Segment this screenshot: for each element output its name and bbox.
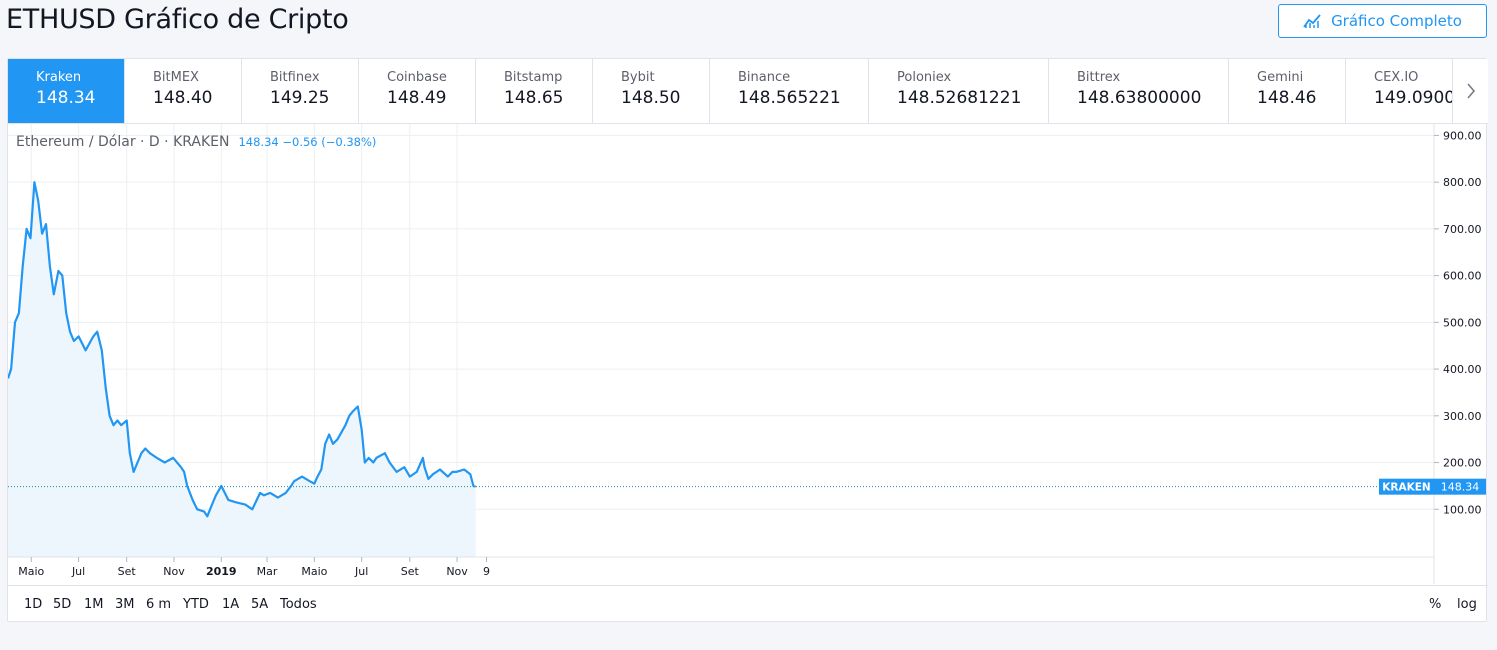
range-button-1m[interactable]: 1M	[84, 597, 104, 612]
range-button-1a[interactable]: 1A	[222, 597, 240, 612]
x-tick-label: Set	[118, 565, 137, 578]
exchange-name: Bitstamp	[504, 70, 563, 85]
y-tick-label: 800.00	[1443, 176, 1482, 189]
x-tick-label: Maio	[301, 565, 327, 578]
percent-scale-button[interactable]: %	[1429, 597, 1442, 612]
x-tick-label: 2019	[206, 565, 237, 578]
scroll-right-button[interactable]	[1452, 59, 1488, 123]
exchange-price: 148.65	[504, 88, 564, 108]
exchange-tab-bybit[interactable]: Bybit 148.50	[593, 59, 710, 123]
price-chart-svg: 900.00 800.00 700.00 600.00 500.00 400.00 300.…	[8, 124, 1486, 584]
exchange-name: Bitfinex	[270, 70, 320, 85]
exchange-name: Kraken	[36, 70, 82, 85]
range-button-5d[interactable]: 5D	[53, 597, 72, 612]
exchange-name: CEX.IO	[1374, 70, 1419, 85]
chart-line-icon	[1303, 14, 1321, 28]
x-axis: Maio Jul Set Nov 2019 Mar Maio Jul Set Nov 9	[18, 557, 490, 578]
exchange-price: 148.46	[1257, 88, 1317, 108]
full-chart-button[interactable]: Gráfico Completo	[1278, 4, 1487, 38]
exchange-tab-coinbase[interactable]: Coinbase 148.49	[359, 59, 476, 123]
exchange-name: Gemini	[1257, 70, 1304, 85]
price-line	[8, 181, 477, 518]
y-tick-label: 200.00	[1443, 457, 1482, 470]
exchange-price: 148.565221	[738, 88, 841, 108]
exchange-price: 148.52681221	[897, 88, 1022, 108]
exchange-tab-bitfinex[interactable]: Bitfinex 149.25	[242, 59, 359, 123]
exchange-name: BitMEX	[153, 70, 199, 85]
exchange-tab-bitstamp[interactable]: Bitstamp 148.65	[476, 59, 593, 123]
exchange-tabs: Kraken 148.34 BitMEX 148.40 Bitfinex 149…	[8, 59, 1488, 124]
exchange-tab-gemini[interactable]: Gemini 148.46	[1229, 59, 1346, 123]
x-tick-label: Nov	[163, 565, 185, 578]
exchange-price: 148.49	[387, 88, 447, 108]
x-tick-label: Mar	[257, 565, 278, 578]
y-tick-label: 600.00	[1443, 270, 1482, 283]
exchange-price: 148.63800000	[1077, 88, 1202, 108]
exchange-tab-poloniex[interactable]: Poloniex 148.52681221	[869, 59, 1049, 123]
range-button-1d[interactable]: 1D	[24, 597, 43, 612]
exchange-tab-binance[interactable]: Binance 148.565221	[710, 59, 869, 123]
range-button-3m[interactable]: 3M	[115, 597, 135, 612]
exchange-name: Bittrex	[1077, 70, 1121, 85]
x-tick-label: Set	[401, 565, 420, 578]
exchange-price: 148.50	[621, 88, 681, 108]
x-tick-label: 9	[483, 565, 490, 578]
range-toolbar: 1D 5D 1M 3M 6 m YTD 1A 5A Todos % log	[8, 585, 1488, 622]
chevron-right-icon	[1466, 83, 1475, 99]
y-tick-label: 500.00	[1443, 316, 1482, 329]
page-title: ETHUSD Gráfico de Cripto	[6, 4, 349, 35]
range-button-todos[interactable]: Todos	[280, 597, 317, 612]
x-tick-label: Jul	[354, 565, 368, 578]
full-chart-button-label: Gráfico Completo	[1331, 12, 1462, 30]
last-price-exchange-bg	[1379, 478, 1434, 495]
exchange-price: 148.40	[153, 88, 213, 108]
exchange-tab-cexio[interactable]: CEX.IO 149.0900	[1346, 59, 1471, 123]
x-tick-label: Nov	[446, 565, 468, 578]
y-axis: 900.00 800.00 700.00 600.00 500.00 400.00 300.…	[1434, 129, 1482, 516]
exchange-name: Bybit	[621, 70, 655, 85]
x-tick-label: Maio	[18, 565, 44, 578]
range-button-6m[interactable]: 6 m	[146, 597, 172, 612]
y-tick-label: 100.00	[1443, 503, 1482, 516]
price-chart[interactable]: 900.00 800.00 700.00 600.00 500.00 400.00 300.…	[8, 124, 1488, 584]
chart-widget: Kraken 148.34 BitMEX 148.40 Bitfinex 149…	[7, 58, 1488, 622]
last-price-label: KRAKEN 148.34	[1379, 478, 1486, 495]
y-tick-label: 300.00	[1443, 410, 1482, 423]
y-tick-label: 900.00	[1443, 129, 1482, 142]
exchange-tab-kraken[interactable]: Kraken 148.34	[8, 59, 125, 123]
range-button-ytd[interactable]: YTD	[183, 597, 209, 612]
last-price-value: 148.34	[1441, 481, 1480, 494]
log-scale-button[interactable]: log	[1457, 597, 1477, 612]
exchange-name: Coinbase	[387, 70, 447, 85]
exchange-price: 149.0900	[1374, 88, 1456, 108]
exchange-tab-bitmex[interactable]: BitMEX 148.40	[125, 59, 242, 123]
y-tick-label: 700.00	[1443, 223, 1482, 236]
y-tick-label: 400.00	[1443, 363, 1482, 376]
exchange-name: Binance	[738, 70, 791, 85]
exchange-price: 148.34	[36, 88, 96, 108]
exchange-price: 149.25	[270, 88, 330, 108]
x-tick-label: Jul	[71, 565, 85, 578]
last-price-exchange: KRAKEN	[1382, 482, 1430, 494]
price-area-fill	[8, 182, 476, 557]
last-price-value-bg	[1434, 478, 1486, 495]
range-button-5a[interactable]: 5A	[251, 597, 269, 612]
exchange-tab-bittrex[interactable]: Bittrex 148.63800000	[1049, 59, 1229, 123]
exchange-name: Poloniex	[897, 70, 952, 85]
